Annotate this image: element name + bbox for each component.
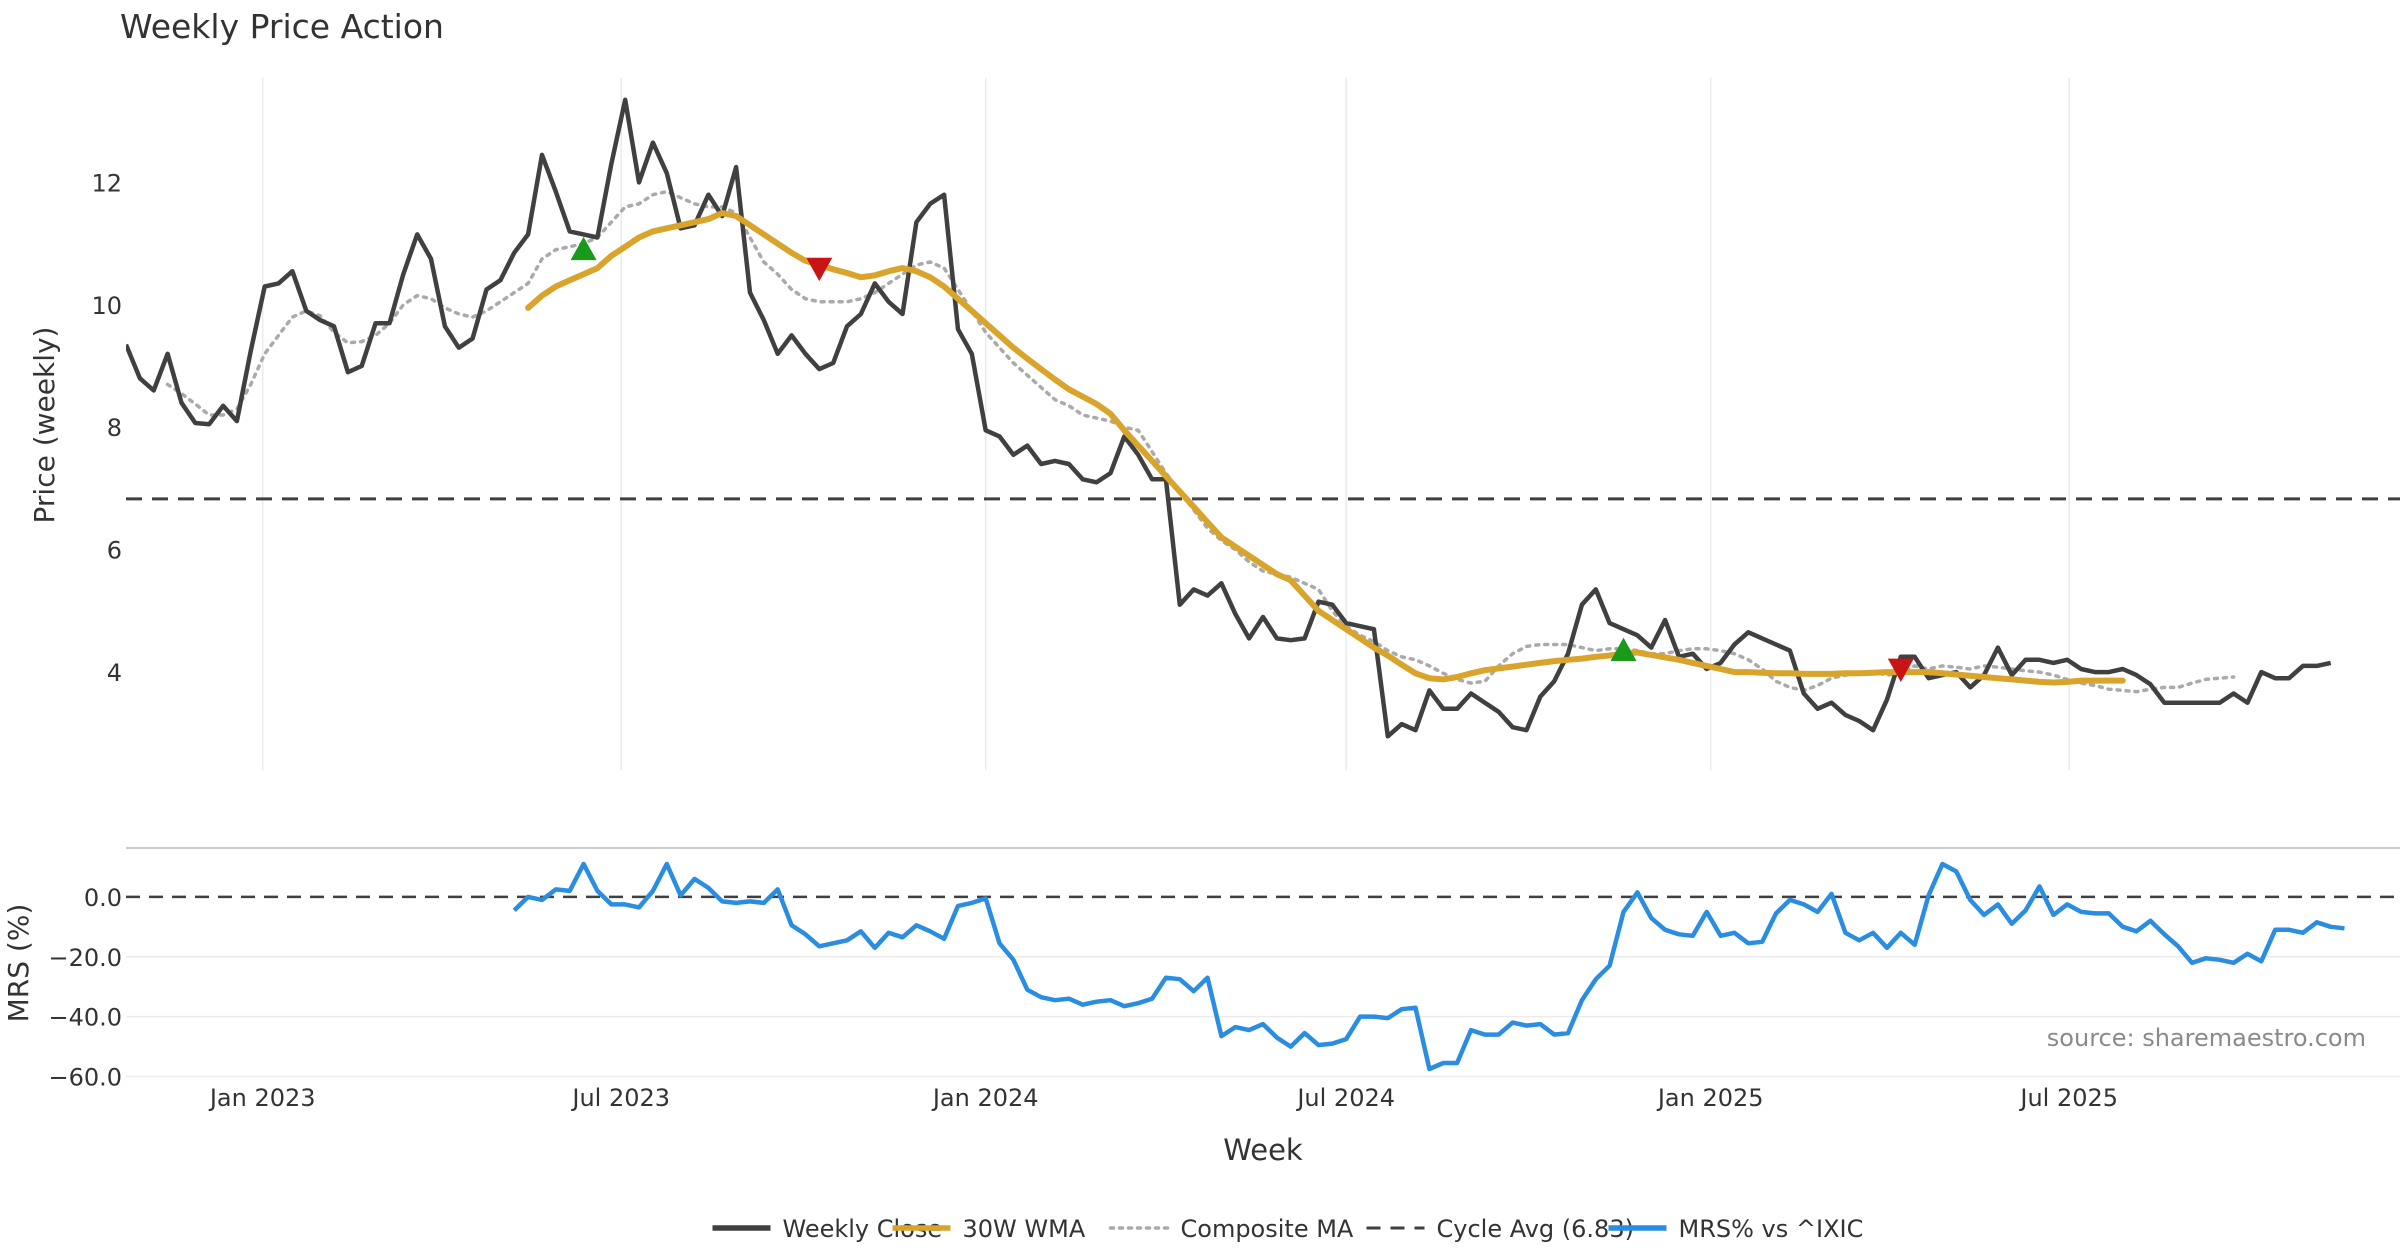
x-tick-label: Jan 2023 [208,1084,316,1112]
sell-signal-marker [1887,658,1914,683]
series-weekly-close [126,97,2332,739]
legend-item: MRS% vs ^IXIC [1608,1215,1864,1243]
buy-signal-marker [1610,637,1637,662]
price-y-tick-label: 6 [107,537,122,565]
legend-label: MRS% vs ^IXIC [1679,1215,1864,1243]
series-mrs-vs-ixic [512,861,2345,1072]
x-tick-label: Jan 2024 [931,1084,1039,1112]
legend-item: 30W WMA [892,1215,1086,1243]
series-composite-ma [165,189,2236,694]
sell-signal-marker [806,257,833,282]
mrs-y-tick-label: −20.0 [48,944,122,972]
price-y-tick-label: 4 [107,659,122,687]
series-30w-wma [525,210,2126,686]
x-tick-label: Jul 2024 [1295,1084,1395,1112]
legend-label: 30W WMA [963,1215,1086,1243]
mrs-horizontal-grid [126,956,2400,1078]
mrs-y-axis-label: MRS (%) [2,904,35,1023]
price-y-tick-label: 12 [91,169,122,197]
signal-markers [570,236,1914,683]
price-y-tick-label: 10 [91,292,122,320]
mrs-y-ticks: 0.0 −20.0 −40.0 −60.0 [48,884,122,1092]
price-vertical-grid [261,78,2070,770]
x-axis-label: Week [1223,1133,1303,1167]
price-y-ticks: 4 6 8 10 12 [91,169,122,687]
legend-label: Composite MA [1181,1215,1354,1243]
legend-item: Cycle Avg (6.83) [1366,1215,1634,1243]
mrs-y-tick-label: 0.0 [84,884,122,912]
x-tick-label: Jul 2025 [2018,1084,2118,1112]
legend-item: Composite MA [1108,1215,1354,1243]
mrs-y-tick-label: −40.0 [48,1004,122,1032]
source-annotation: source: sharemaestro.com [2047,1024,2366,1052]
chart-title: Weekly Price Action [120,7,444,46]
mrs-y-tick-label: −60.0 [48,1064,122,1092]
x-tick-label: Jul 2023 [570,1084,670,1112]
legend: Weekly Close 30W WMA Composite MA Cycle Avg… [712,1215,1864,1243]
buy-signal-marker [570,236,597,261]
x-tick-label: Jan 2025 [1656,1084,1764,1112]
x-ticks: Jan 2023 Jul 2023 Jan 2024 Jul 2024 Jan 2025… [208,1084,2118,1112]
price-y-axis-label: Price (weekly) [28,327,61,524]
legend-label: Cycle Avg (6.83) [1437,1215,1634,1243]
price-y-tick-label: 8 [107,414,122,442]
